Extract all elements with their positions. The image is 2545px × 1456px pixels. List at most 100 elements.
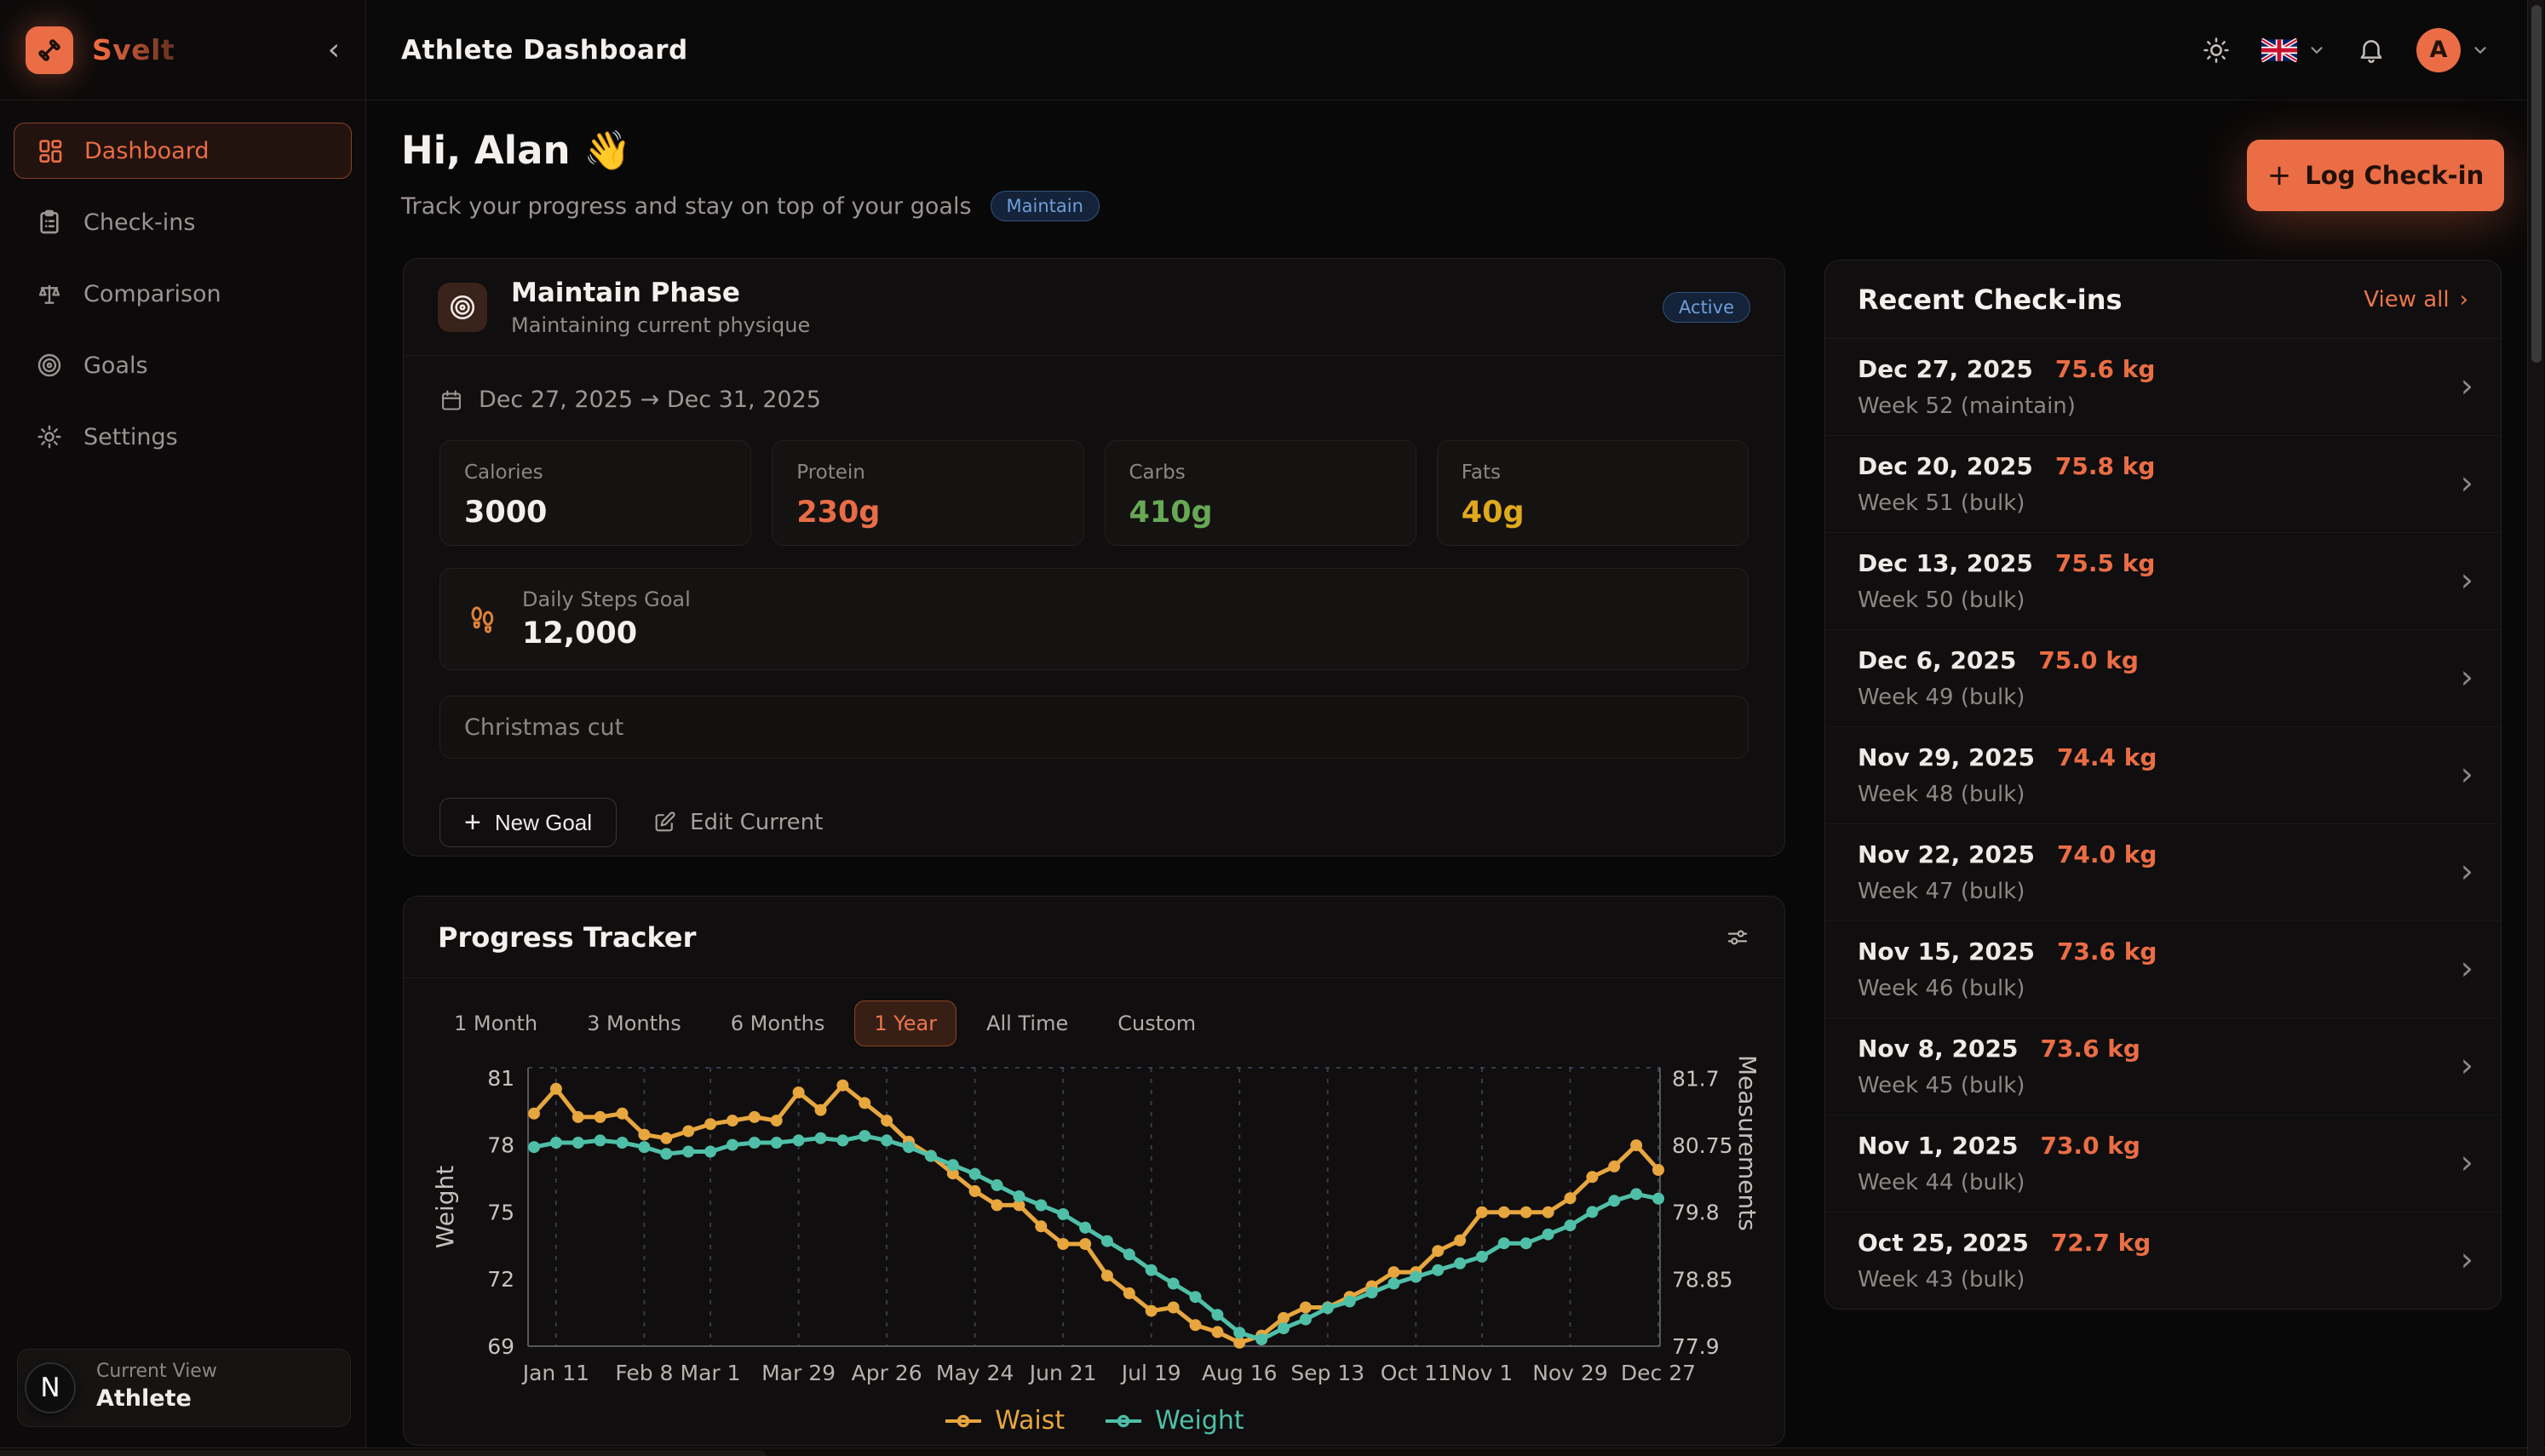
view-all-link[interactable]: View all › [2364, 286, 2468, 312]
checkin-row[interactable]: Oct 25, 2025 72.7 kg Week 43 (bulk) › [1825, 1212, 2501, 1309]
footprints-icon [464, 601, 500, 637]
dashboard-grid-icon [37, 137, 64, 164]
theme-toggle-sun-icon[interactable] [2202, 36, 2231, 65]
chevron-right-icon: › [2460, 1240, 2473, 1278]
checkin-row[interactable]: Nov 1, 2025 73.0 kg Week 44 (bulk) › [1825, 1115, 2501, 1212]
current-view-value: Athlete [96, 1385, 192, 1412]
svg-text:78.85: 78.85 [1672, 1267, 1733, 1292]
svg-text:81.7: 81.7 [1672, 1066, 1720, 1091]
tab-1-year[interactable]: 1 Year [854, 1000, 957, 1046]
checkin-row[interactable]: Dec 13, 2025 75.5 kg Week 50 (bulk) › [1825, 533, 2501, 630]
svg-text:Jun 21: Jun 21 [1028, 1361, 1097, 1385]
phase-subtitle: Maintaining current physique [511, 312, 811, 337]
sidebar-item-checkins[interactable]: Check-ins [14, 194, 352, 250]
legend-item-waist[interactable]: Waist [944, 1406, 1065, 1436]
svg-text:81: 81 [487, 1066, 514, 1091]
dev-overlay-badge[interactable]: N [25, 1362, 76, 1413]
phase-target-icon [438, 282, 487, 332]
checkin-row[interactable]: Nov 22, 2025 74.0 kg Week 47 (bulk) › [1825, 824, 2501, 921]
sidebar-item-comparison[interactable]: Comparison [14, 266, 352, 322]
sidebar: Svelt ‹ Dashboard Check-ins [0, 0, 366, 1456]
svg-text:May 24: May 24 [936, 1361, 1014, 1385]
phase-date-range: Dec 27, 2025 → Dec 31, 2025 [479, 387, 821, 413]
steps-value: 12,000 [522, 616, 638, 651]
sidebar-collapse-icon[interactable]: ‹ [327, 32, 340, 67]
macro-card-fats: Fats 40g [1436, 440, 1749, 546]
checkin-row[interactable]: Nov 8, 2025 73.6 kg Week 45 (bulk) › [1825, 1018, 2501, 1115]
greeting-subtitle: Track your progress and stay on top of y… [401, 192, 972, 220]
macro-grid: Calories 3000 Protein 230g Carbs 410g Fa… [439, 440, 1749, 546]
current-view-label: Current View [96, 1361, 217, 1382]
chevron-right-icon: › [2460, 1143, 2473, 1181]
svg-text:Measurements: Measurements [1733, 1055, 1761, 1231]
tracker-title: Progress Tracker [438, 920, 697, 954]
daily-steps-card: Daily Steps Goal 12,000 [439, 568, 1749, 670]
maintain-badge: Maintain [990, 191, 1100, 221]
chart-settings-sliders-icon[interactable] [1725, 925, 1750, 950]
chevron-right-icon: › [2459, 286, 2468, 312]
calendar-icon [439, 388, 463, 412]
chevron-right-icon: › [2460, 463, 2473, 502]
svg-text:79.8: 79.8 [1672, 1201, 1720, 1225]
checkin-row[interactable]: Dec 27, 2025 75.6 kg Week 52 (maintain) › [1825, 339, 2501, 436]
progress-chart[interactable]: 69 72 75 78 81 77.9 78.85 79.8 80.75 81.7 Jan 11 Fe… [428, 1046, 1761, 1401]
new-goal-button[interactable]: + New Goal [439, 798, 618, 847]
chevron-right-icon: › [2460, 366, 2473, 404]
checkins-title: Recent Check-ins [1858, 283, 2123, 316]
svg-text:80.75: 80.75 [1672, 1133, 1733, 1158]
gear-icon [36, 423, 63, 450]
scrollbar-thumb[interactable] [2531, 5, 2542, 363]
wave-emoji: 👋 [583, 128, 632, 173]
sidebar-item-dashboard[interactable]: Dashboard [14, 123, 352, 179]
chevron-down-icon [2307, 41, 2326, 60]
sidebar-item-settings[interactable]: Settings [14, 409, 352, 465]
checkin-row[interactable]: Dec 6, 2025 75.0 kg Week 49 (bulk) › [1825, 630, 2501, 727]
language-selector[interactable] [2261, 37, 2326, 62]
svg-text:Jul 19: Jul 19 [1120, 1361, 1181, 1385]
next-section-edge [0, 1447, 2545, 1456]
sidebar-item-label: Check-ins [83, 209, 196, 236]
svg-text:Jan 11: Jan 11 [521, 1361, 589, 1385]
sidebar-item-label: Dashboard [84, 137, 210, 164]
chart-legend: Waist Weight [404, 1406, 1784, 1436]
chevron-right-icon: › [2460, 851, 2473, 890]
greeting-title: Hi, Alan 👋 [401, 128, 632, 173]
topbar: Athlete Dashboard [367, 0, 2527, 100]
phase-note[interactable]: Christmas cut [439, 696, 1749, 759]
scale-icon [36, 280, 63, 307]
svg-text:Dec 27: Dec 27 [1621, 1361, 1696, 1385]
sidebar-item-goals[interactable]: Goals [14, 337, 352, 393]
time-range-tabs: 1 Month 3 Months 6 Months 1 Year All Tim… [404, 978, 1784, 1046]
page-scrollbar[interactable] [2527, 0, 2544, 1456]
legend-item-weight[interactable]: Weight [1104, 1406, 1244, 1436]
svg-text:Feb 8: Feb 8 [615, 1361, 673, 1385]
tab-1-month[interactable]: 1 Month [454, 1012, 538, 1035]
notifications-bell-icon[interactable] [2357, 36, 2386, 65]
tab-6-months[interactable]: 6 Months [730, 1012, 825, 1035]
chevron-down-icon [2471, 41, 2490, 60]
chevron-right-icon: › [2460, 754, 2473, 793]
recent-checkins-card: Recent Check-ins View all › Dec 27, 2025 7… [1824, 260, 2502, 1310]
svg-text:72: 72 [487, 1267, 514, 1292]
tab-3-months[interactable]: 3 Months [587, 1012, 681, 1035]
user-menu[interactable]: A [2416, 27, 2490, 72]
avatar[interactable]: A [2416, 27, 2461, 72]
chevron-right-icon: › [2460, 560, 2473, 599]
edit-current-button[interactable]: Edit Current [652, 810, 823, 835]
tab-custom[interactable]: Custom [1117, 1012, 1197, 1035]
svg-text:Nov 29: Nov 29 [1532, 1361, 1608, 1385]
checkin-row[interactable]: Nov 15, 2025 73.6 kg Week 46 (bulk) › [1825, 921, 2501, 1018]
current-view-card: N Current View Athlete [17, 1349, 351, 1427]
checkin-row[interactable]: Nov 29, 2025 74.4 kg Week 48 (bulk) › [1825, 727, 2501, 824]
tab-all-time[interactable]: All Time [986, 1012, 1069, 1035]
svg-text:77.9: 77.9 [1672, 1334, 1720, 1359]
app-logo [26, 26, 73, 74]
svg-text:Mar 29: Mar 29 [761, 1361, 836, 1385]
svg-text:69: 69 [487, 1334, 514, 1359]
chevron-right-icon: › [2460, 657, 2473, 696]
checkin-row[interactable]: Dec 20, 2025 75.8 kg Week 51 (bulk) › [1825, 436, 2501, 533]
svg-text:Oct 11: Oct 11 [1381, 1361, 1451, 1385]
log-checkin-button[interactable]: + Log Check-in [2247, 140, 2504, 211]
dumbbell-icon [35, 36, 64, 65]
macro-card-calories: Calories 3000 [439, 440, 752, 546]
